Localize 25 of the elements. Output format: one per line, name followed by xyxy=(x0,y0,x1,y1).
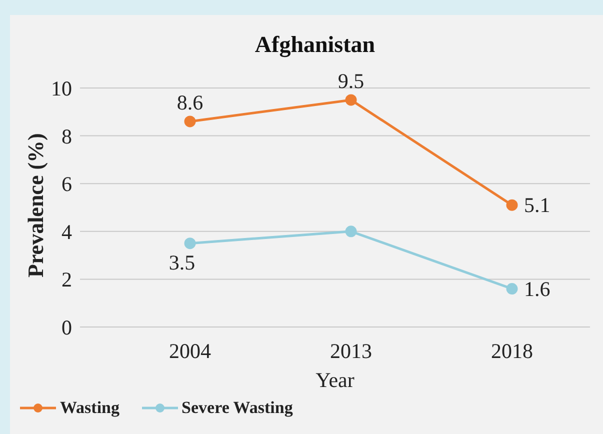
x-tick-label: 2004 xyxy=(169,338,212,363)
data-label: 9.5 xyxy=(338,68,364,93)
data-label: 3.5 xyxy=(168,250,196,274)
legend-label: Severe Wasting xyxy=(182,398,293,418)
point xyxy=(345,94,357,106)
x-tick-label: 2013 xyxy=(330,338,372,363)
data-label: 5.1 xyxy=(524,193,550,218)
y-tick-label: 10 xyxy=(51,76,72,100)
chart-title: Afghanistan xyxy=(254,32,376,58)
point xyxy=(184,116,196,128)
data-label: 1.6 xyxy=(524,276,550,301)
point xyxy=(506,283,518,295)
legend-label: Wasting xyxy=(60,398,120,418)
y-tick-label: 8 xyxy=(62,124,72,148)
y-tick-label: 2 xyxy=(62,268,72,292)
point xyxy=(345,226,357,238)
x-axis-title: Year xyxy=(316,368,354,392)
y-tick-label: 0 xyxy=(62,315,72,340)
y-tick-label: 6 xyxy=(62,172,72,196)
y-tick-label: 4 xyxy=(62,220,72,244)
x-tick-label: 2018 xyxy=(491,338,533,363)
point xyxy=(184,238,196,250)
y-axis-title: Prevalence (%) xyxy=(22,133,48,278)
data-label: 8.6 xyxy=(176,90,204,114)
point xyxy=(506,199,518,211)
